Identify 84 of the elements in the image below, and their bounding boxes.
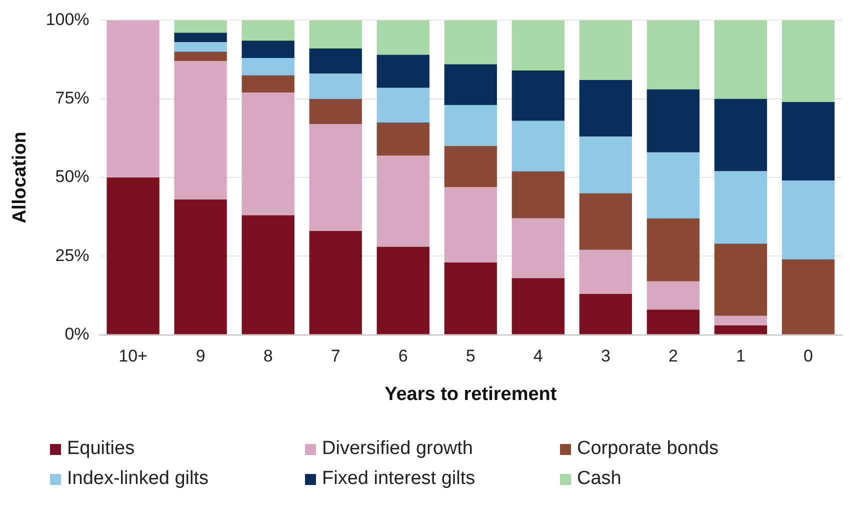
x-tick-label: 1 — [736, 346, 746, 366]
bar — [106, 178, 160, 334]
bar — [309, 230, 362, 334]
y-axis-title: Allocation — [10, 132, 31, 224]
bar — [646, 310, 700, 334]
bar — [242, 75, 294, 93]
bar — [512, 120, 564, 172]
legend-label: Corporate bonds — [577, 438, 719, 460]
bar — [444, 20, 497, 64]
legend-label: Fixed interest gilts — [322, 468, 476, 490]
bar — [174, 200, 227, 334]
bar — [782, 259, 835, 334]
x-tick-label: 9 — [196, 346, 206, 366]
bar — [174, 32, 227, 42]
bar — [376, 246, 430, 334]
bar — [444, 64, 497, 106]
bar — [376, 122, 430, 156]
bar — [309, 48, 362, 74]
bar — [309, 98, 362, 124]
y-tick-label: 0% — [64, 324, 90, 344]
bar — [714, 316, 768, 326]
bar — [579, 250, 632, 294]
bar — [106, 20, 160, 178]
bar — [242, 40, 294, 58]
bar — [174, 42, 227, 52]
y-tick-label: 100% — [46, 10, 90, 29]
legend-label: Index-linked gilts — [67, 468, 209, 490]
bar — [376, 54, 430, 88]
bar — [242, 20, 294, 41]
bar — [646, 89, 700, 152]
bar — [579, 136, 632, 194]
x-tick-label: 6 — [398, 346, 408, 366]
bar — [376, 20, 430, 55]
y-tick-label: 25% — [55, 246, 90, 265]
legend-label: Diversified growth — [322, 438, 473, 460]
bar — [714, 20, 768, 99]
bar — [714, 171, 768, 244]
bar — [444, 105, 497, 146]
bar — [309, 20, 362, 49]
bar — [579, 193, 632, 250]
bar — [512, 278, 564, 334]
bar — [714, 244, 768, 316]
x-tick-label: 3 — [600, 346, 610, 366]
x-tick-label: 0 — [804, 346, 813, 366]
y-tick-label: 75% — [55, 88, 90, 108]
bar — [174, 52, 227, 62]
bar — [444, 186, 497, 262]
x-axis-title: Years to retirement — [384, 384, 558, 405]
bar — [309, 74, 362, 99]
bar — [579, 20, 632, 80]
bar — [782, 20, 835, 102]
bar — [309, 124, 362, 231]
bar — [174, 20, 227, 33]
bar — [646, 20, 700, 90]
legend-label: Equities — [67, 438, 135, 460]
bar — [646, 218, 700, 282]
bar — [512, 171, 564, 218]
bar — [376, 88, 430, 122]
x-tick-label: 5 — [466, 346, 476, 366]
legend-label: Cash — [577, 468, 622, 490]
bar — [512, 20, 564, 71]
bar — [444, 262, 497, 334]
bar — [444, 146, 497, 187]
x-tick-label: 7 — [330, 346, 340, 366]
bar — [512, 70, 564, 121]
bar — [579, 80, 632, 137]
x-tick-label: 8 — [263, 346, 273, 366]
bar — [242, 92, 294, 216]
bar — [782, 102, 835, 181]
y-tick-label: 50% — [55, 167, 90, 186]
bar — [174, 61, 227, 200]
bar — [242, 58, 294, 76]
bar — [512, 218, 564, 278]
bar — [376, 155, 430, 247]
x-tick-label: 10+ — [118, 346, 148, 366]
bar — [714, 325, 768, 334]
bar — [646, 281, 700, 310]
bar — [579, 294, 632, 334]
x-tick-label: 2 — [668, 346, 678, 366]
x-tick-label: 4 — [533, 346, 543, 366]
bar — [646, 152, 700, 218]
bar — [782, 180, 835, 260]
bar — [714, 98, 768, 172]
bar — [242, 215, 294, 334]
